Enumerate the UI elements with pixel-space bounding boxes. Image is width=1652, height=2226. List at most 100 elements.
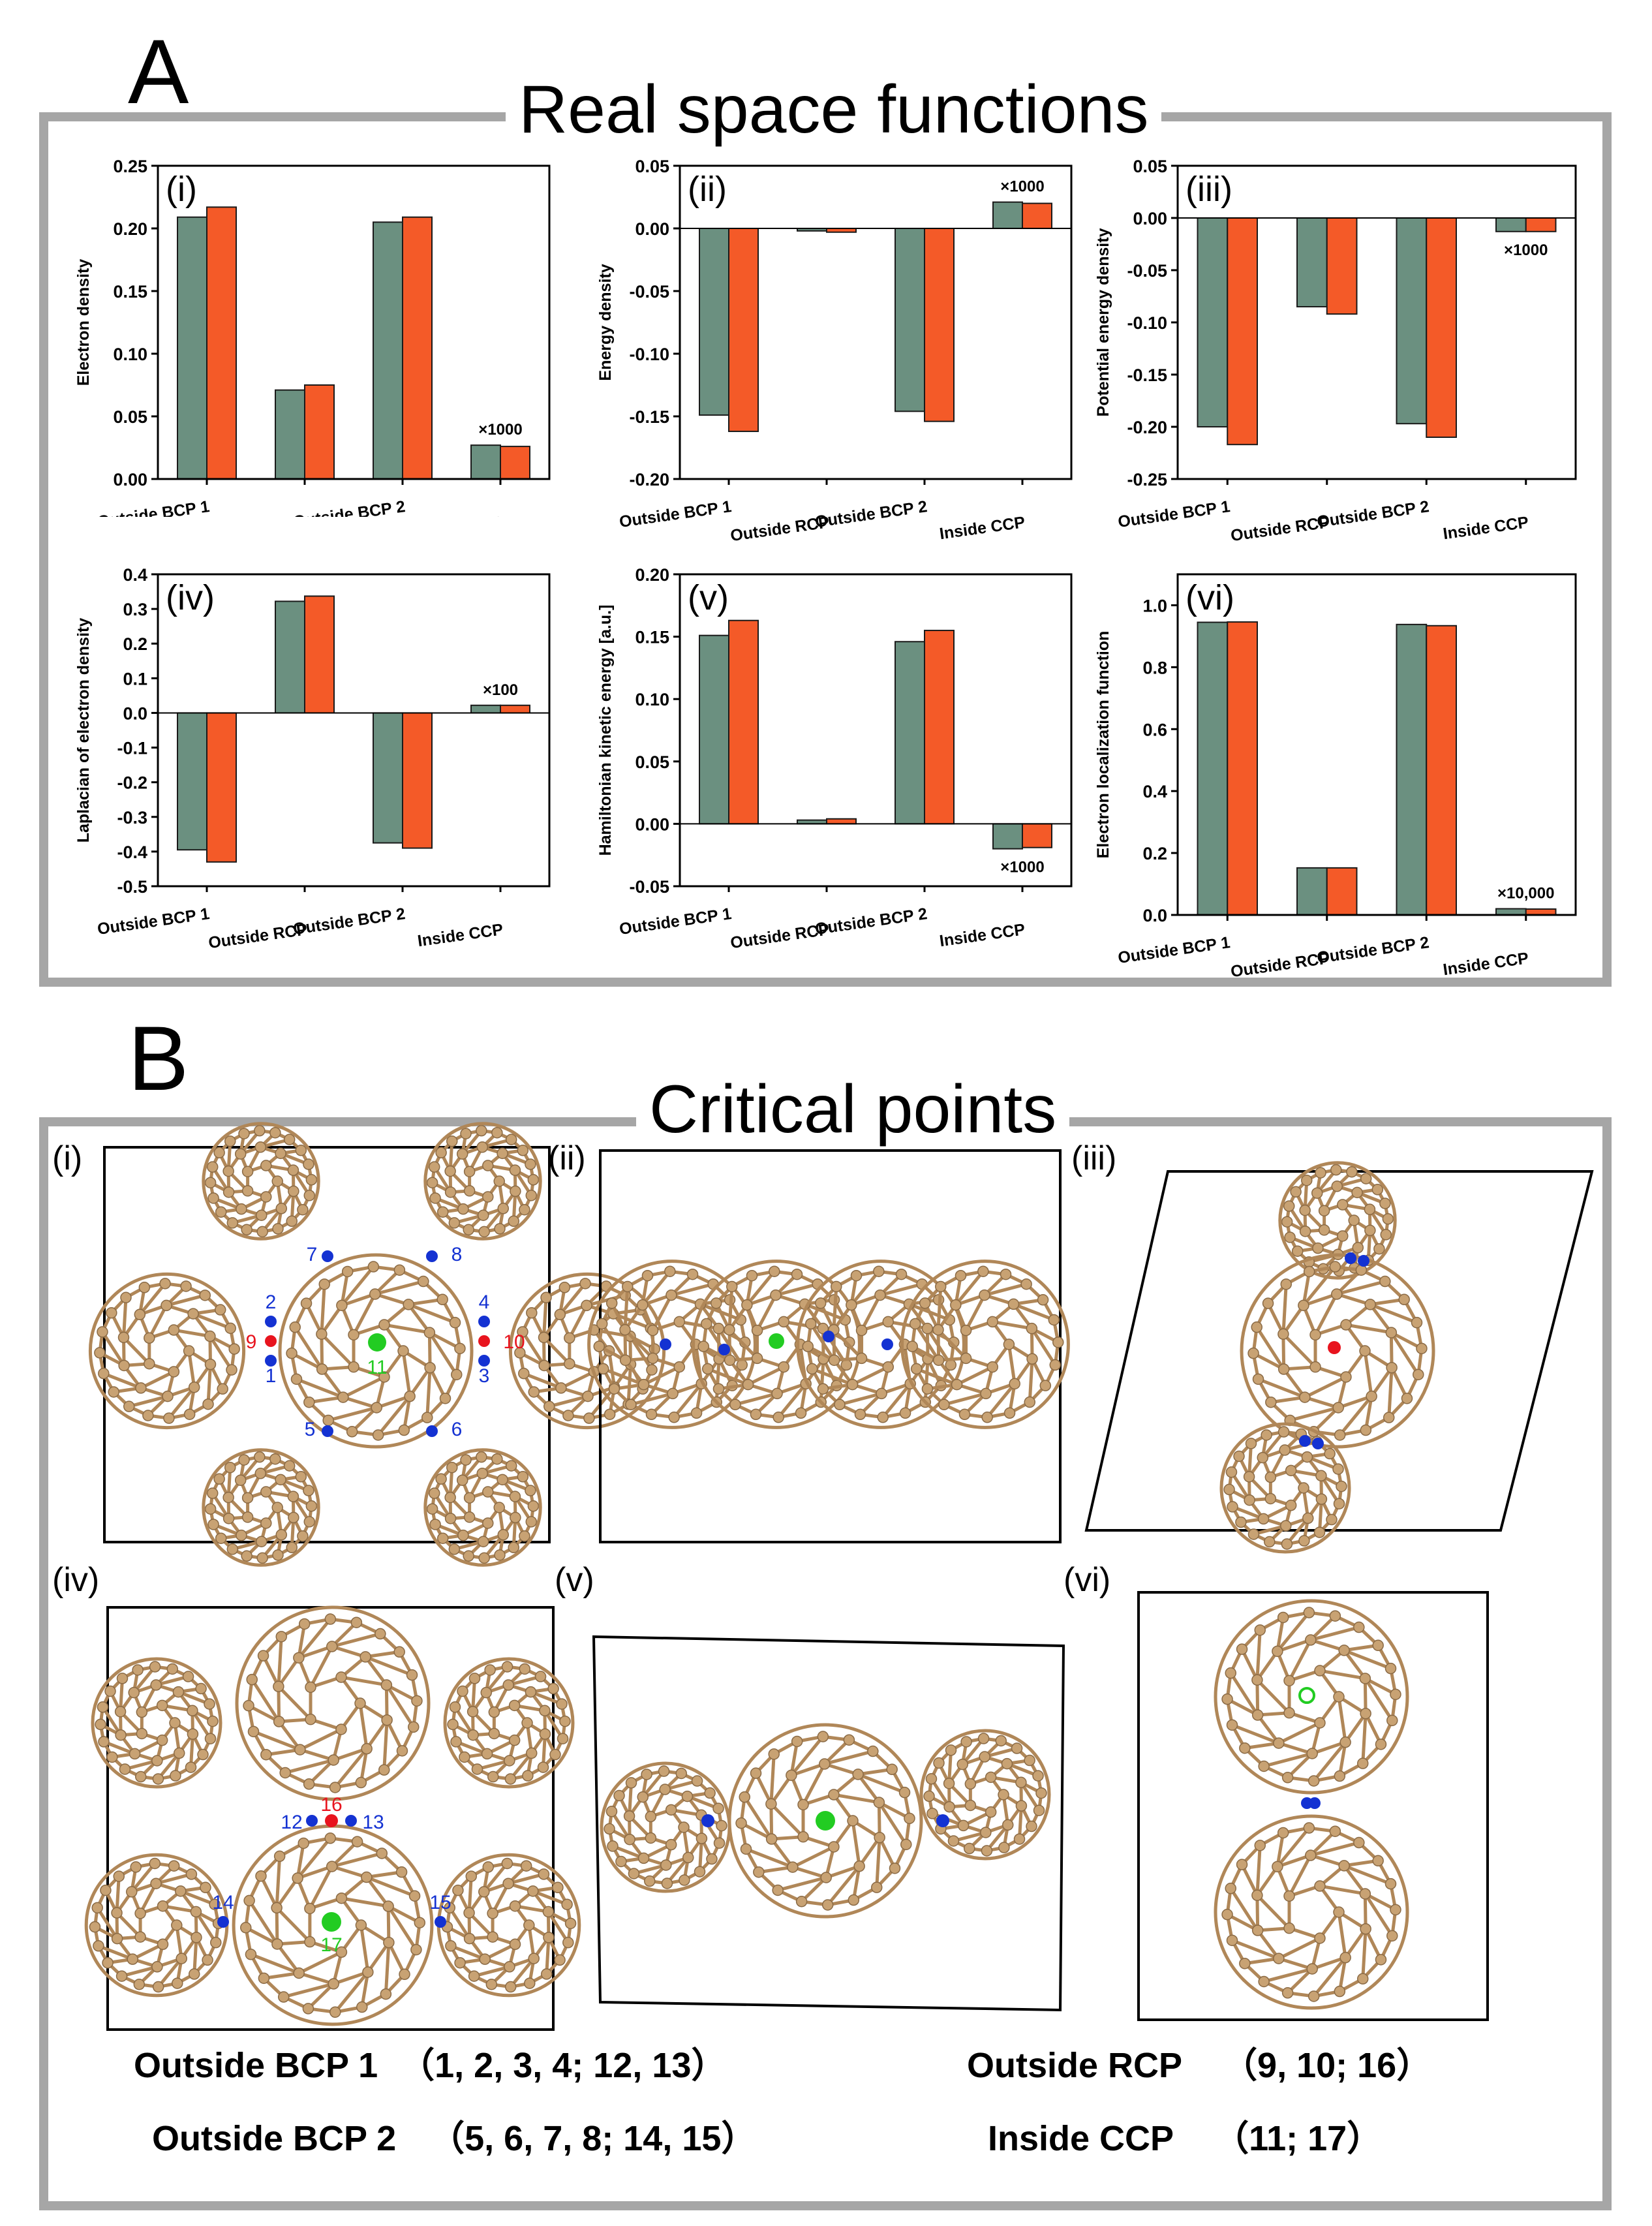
bond (624, 1328, 654, 1360)
atom (1348, 1214, 1360, 1226)
atom (1247, 1528, 1260, 1540)
atom (1360, 1424, 1372, 1436)
bond (1270, 1395, 1306, 1404)
atom (119, 1763, 131, 1775)
bond (1312, 1741, 1347, 1782)
bond (341, 1292, 376, 1307)
atom (987, 1361, 998, 1373)
bond (1276, 1827, 1311, 1868)
bcp-point (478, 1316, 490, 1327)
atom (909, 1318, 921, 1330)
atom (238, 1128, 250, 1139)
bcp-point (701, 1814, 714, 1827)
atom (964, 1778, 977, 1790)
atom (1390, 1688, 1401, 1701)
atom (1233, 1450, 1245, 1462)
atom (1251, 1709, 1264, 1721)
atom (1015, 1800, 1028, 1812)
bond (791, 1762, 825, 1777)
bond (387, 1904, 421, 1925)
plot-frame-iv (157, 573, 551, 888)
bond (643, 1365, 681, 1386)
atom (1032, 1770, 1044, 1782)
legend-rcp-name: Outside RCP (967, 2046, 1183, 2085)
bond (1256, 1929, 1280, 1960)
atom (463, 1932, 476, 1945)
atom (493, 1502, 505, 1513)
atom (514, 1347, 526, 1359)
bar-ii-s2-c4 (1022, 202, 1052, 229)
atom (637, 1299, 649, 1311)
molecule-cage (436, 1853, 581, 1998)
atom (1334, 1985, 1346, 1998)
bond (936, 1286, 943, 1330)
atom (701, 1363, 714, 1375)
bond (875, 1837, 881, 1888)
atom (1353, 1621, 1365, 1633)
bond (366, 1941, 390, 1973)
atom (161, 1299, 172, 1312)
atom (456, 1474, 468, 1486)
ytick-label-i-1: 0.05 (113, 407, 147, 427)
atom (995, 1735, 1007, 1747)
atom (605, 1297, 618, 1309)
atom (846, 1299, 857, 1311)
atom (641, 1769, 652, 1780)
bond (1344, 1928, 1368, 1959)
bond (328, 1406, 377, 1422)
atom (751, 1352, 763, 1365)
atom (1312, 1242, 1324, 1254)
atom (446, 1461, 458, 1474)
bond (1364, 1712, 1383, 1745)
bond (467, 1876, 473, 1913)
atom (524, 1977, 536, 1989)
atom (380, 1988, 392, 2000)
bond (857, 1767, 893, 1776)
atom (554, 1954, 566, 1966)
atom (488, 1706, 500, 1718)
atom (540, 1291, 552, 1304)
bond (1255, 1895, 1260, 1931)
atom (900, 1838, 912, 1851)
bond (275, 1906, 311, 1943)
atom (1265, 1396, 1277, 1408)
bar-iv-s1-c2 (275, 600, 305, 714)
bond (714, 1359, 721, 1402)
atom (1305, 1849, 1317, 1861)
bond (382, 1720, 389, 1770)
atom (478, 1886, 490, 1898)
atom (1247, 1347, 1259, 1359)
atom (668, 1412, 680, 1423)
atom (682, 1851, 694, 1864)
bond (1302, 1271, 1311, 1306)
atom (234, 1148, 247, 1160)
bar-ii-s1-c3 (895, 228, 925, 412)
atom (138, 1282, 151, 1293)
bond (277, 1656, 300, 1688)
atom (921, 1383, 934, 1395)
bond (296, 1377, 344, 1399)
atom (1336, 1480, 1347, 1492)
bond (290, 1352, 323, 1371)
atom (957, 1819, 970, 1832)
atom (329, 2006, 341, 2018)
bond (819, 1359, 825, 1402)
bond (1282, 1368, 1306, 1399)
ytick-label-iii-1: -0.20 (1127, 418, 1167, 437)
atom (678, 1821, 690, 1833)
atom (497, 1474, 508, 1486)
atom (804, 1318, 817, 1330)
bond (401, 1350, 412, 1397)
atom (482, 1486, 494, 1498)
structure-tag-v: (v) (555, 1561, 594, 1599)
atom (111, 1907, 123, 1919)
atom (273, 1850, 286, 1863)
bond (508, 1872, 545, 1885)
atom (328, 1978, 340, 1990)
atom (482, 1861, 494, 1873)
bar-i-s2-c4 (500, 446, 530, 480)
atom (260, 1160, 272, 1171)
atom (710, 1297, 722, 1309)
molecule-cage (88, 1272, 246, 1430)
atom (735, 1817, 747, 1829)
